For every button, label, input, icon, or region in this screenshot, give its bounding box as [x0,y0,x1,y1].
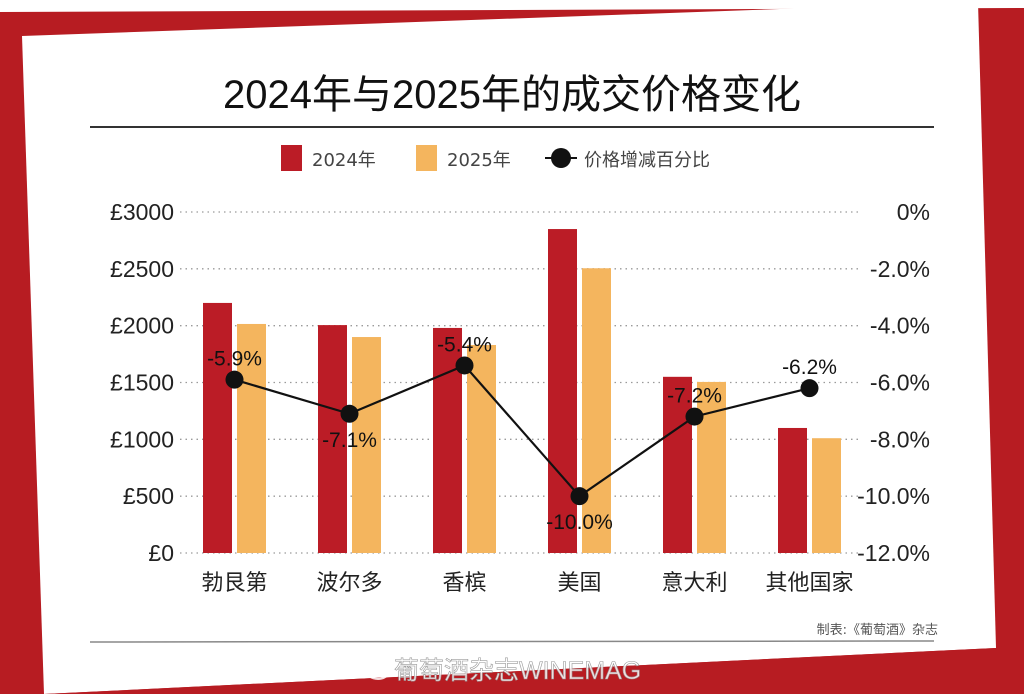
pct-data-label: -6.2% [782,356,837,379]
bar-2024 [318,325,347,553]
svg-text:价格增减百分比: 价格增减百分比 [584,150,710,171]
legend-dot-icon [551,148,571,168]
svg-text:葡萄酒杂志WINEMAG: 葡萄酒杂志WINEMAG [394,657,641,685]
watermark: 葡萄酒杂志WINEMAG [365,656,642,685]
right-tick-label: -8.0% [870,426,930,452]
pct-data-label: -5.9% [207,348,262,371]
chart-title: 2024年与2025年的成交价格变化 [223,73,801,117]
bar-2025 [582,268,611,553]
pct-point [455,356,474,375]
bars [203,229,841,554]
pct-point [685,407,704,426]
gridlines [180,211,860,554]
weibo-icon [365,656,394,680]
pct-point [225,370,244,389]
bar-2025 [237,323,266,553]
legend-swatch-2024 [281,145,302,171]
pct-data-label: -7.1% [322,429,377,452]
svg-text:2025年: 2025年 [447,150,511,171]
bar-2025 [467,344,496,553]
pct-line [225,356,819,506]
source-credit: 制表:《葡萄酒》杂志 [817,623,938,638]
right-tick-label: -2.0% [870,256,930,282]
bar-2024 [548,229,577,554]
bar-2024 [663,376,692,553]
pct-line-path [234,364,810,498]
pct-data-label: -5.4% [437,333,492,356]
category-label: 其他国家 [765,571,853,596]
left-tick-label: £500 [123,483,174,509]
bar-2024 [203,302,232,553]
category-label: 波尔多 [316,571,382,596]
category-label: 意大利 [661,571,727,596]
legend-swatch-2025 [416,145,437,171]
right-tick-label: -12.0% [857,540,930,566]
pct-point [570,487,589,506]
left-tick-label: £1500 [110,370,174,396]
legend-item-pct: 价格增减百分比 [545,148,710,171]
pct-point [340,404,359,423]
footer-rule [89,640,935,643]
right-tick-label: -4.0% [870,313,930,339]
data-labels: -5.9% -7.1% -5.4% -10.0% -7.2% -6.2% [207,333,837,534]
left-tick-label: £2500 [110,256,174,282]
legend-item-2024: 2024年 [281,145,376,171]
legend: 2024年 2025年 价格增减百分比 [281,145,710,171]
category-label: 香槟 [442,571,486,596]
pct-data-label: -10.0% [546,511,613,534]
pct-data-label: -7.2% [667,385,722,408]
bar-2025 [352,337,381,553]
left-tick-label: £1000 [110,426,174,452]
bar-2025 [812,438,841,553]
legend-item-2025: 2025年 [416,145,511,171]
bar-2024 [778,427,807,553]
left-axis: £0 £500 £1000 £1500 £2000 £2500 £3000 [110,199,174,566]
left-tick-label: £0 [148,540,174,566]
category-label: 勃艮第 [201,571,267,596]
pct-point [800,379,819,398]
category-labels: 勃艮第 波尔多 香槟 美国 意大利 其他国家 [201,571,853,596]
right-axis: 0% -2.0% -4.0% -6.0% -8.0% -10.0% -12.0% [857,199,930,566]
category-label: 美国 [557,571,601,596]
right-tick-label: -10.0% [857,483,930,509]
svg-text:2024年: 2024年 [312,150,376,171]
left-tick-label: £2000 [110,313,174,339]
left-tick-label: £3000 [110,199,174,225]
right-tick-label: -6.0% [870,370,930,396]
right-tick-label: 0% [897,199,930,225]
